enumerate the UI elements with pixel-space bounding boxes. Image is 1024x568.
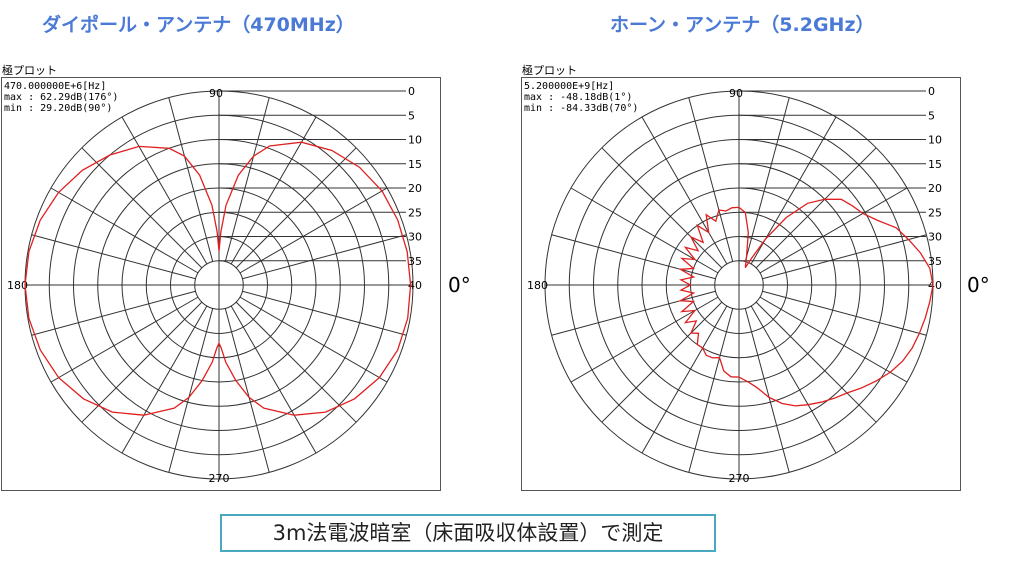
plot-info-box: 470.000000E+6[Hz] max : 62.29dB(176°) mi… xyxy=(4,81,118,114)
radial-tick-label: 35 xyxy=(408,255,422,268)
min-readout: min : -84.33dB(70°) xyxy=(524,103,639,114)
grid-spoke xyxy=(242,290,407,336)
grid-spoke xyxy=(235,301,357,423)
grid-spoke xyxy=(242,234,407,280)
polar-plot-label-left: 極プロット xyxy=(2,64,57,77)
measurement-caption: 3m法電波暗室（床面吸収体設置）で測定 xyxy=(220,514,716,552)
grid-spoke xyxy=(50,187,199,274)
grid-spoke xyxy=(168,97,214,262)
grid-spoke xyxy=(601,301,723,423)
angle-tick-label-270: 270 xyxy=(729,472,750,485)
radial-tick-label: 20 xyxy=(928,182,942,195)
grid-spoke xyxy=(755,147,877,269)
angle-tick-label-90: 90 xyxy=(729,87,743,100)
grid-spoke xyxy=(759,187,908,274)
grid-spoke xyxy=(31,234,196,280)
angle-tick-label-180: 180 xyxy=(7,279,28,292)
polar-chart-horn: 0 5 10 15 20 25 30 35 40 90 180 270 xyxy=(527,85,942,485)
min-readout: min : 29.20dB(90°) xyxy=(4,103,113,114)
grid-spoke xyxy=(235,147,357,269)
angle-tick-label-90: 90 xyxy=(209,87,223,100)
angle-tick-label-270: 270 xyxy=(209,472,230,485)
grid-spoke xyxy=(762,234,927,280)
plot-info-box: 5.200000E+9[Hz] max : -48.18dB(1°) min :… xyxy=(524,81,638,114)
grid-spoke xyxy=(641,305,728,454)
grid-spoke xyxy=(31,290,196,336)
frequency-readout: 470.000000E+6[Hz] xyxy=(4,81,107,92)
radial-tick-label: 0 xyxy=(408,85,415,98)
grid-spoke xyxy=(50,296,199,383)
grid-spoke xyxy=(551,290,716,336)
radial-tick-label: 5 xyxy=(928,109,935,122)
max-readout: max : -48.18dB(1°) xyxy=(524,92,633,103)
grid-spoke xyxy=(81,301,203,423)
radial-tick-label: 10 xyxy=(408,134,422,147)
polar-plot-panel-dipole: 470.000000E+6[Hz] max : 62.29dB(176°) mi… xyxy=(1,77,441,491)
zero-degree-label-left: 0° xyxy=(448,273,471,297)
grid-spoke xyxy=(688,97,734,262)
grid-spoke xyxy=(601,147,723,269)
grid-spoke xyxy=(224,308,270,473)
radial-tick-label: 40 xyxy=(928,279,942,292)
grid-spoke xyxy=(750,305,837,454)
radial-tick-label: 0 xyxy=(928,85,935,98)
grid-spoke xyxy=(239,187,388,274)
grid-spoke xyxy=(239,296,388,383)
grid-spoke xyxy=(230,116,317,265)
radial-tick-label: 35 xyxy=(928,255,942,268)
grid-spoke xyxy=(168,308,214,473)
radial-tick-label: 20 xyxy=(408,182,422,195)
radial-tick-label: 25 xyxy=(928,206,942,219)
grid-spoke xyxy=(762,290,927,336)
radial-tick-label: 10 xyxy=(928,134,942,147)
radiation-pattern-line-0 xyxy=(24,141,412,416)
grid-spoke xyxy=(121,116,208,265)
radial-tick-label: 25 xyxy=(408,206,422,219)
radiation-pattern-line-1 xyxy=(678,198,934,407)
chart-title-horn: ホーン・アンテナ（5.2GHz） xyxy=(610,14,875,36)
angle-tick-label-180: 180 xyxy=(527,279,548,292)
chart-title-dipole: ダイポール・アンテナ（470MHz） xyxy=(42,14,355,36)
grid-spoke xyxy=(688,308,734,473)
polar-plot-panel-horn: 5.200000E+9[Hz] max : -48.18dB(1°) min :… xyxy=(521,77,961,491)
zero-degree-label-right: 0° xyxy=(967,273,990,297)
polar-plot-label-right: 極プロット xyxy=(522,64,577,77)
grid-spoke xyxy=(121,305,208,454)
grid-spoke xyxy=(81,147,203,269)
grid-spoke xyxy=(641,116,728,265)
polar-chart-dipole: 0 5 10 15 20 25 30 35 40 90 180 270 xyxy=(7,85,422,485)
max-readout: max : 62.29dB(176°) xyxy=(4,92,119,103)
grid-spoke xyxy=(744,97,790,262)
grid-spoke xyxy=(551,234,716,280)
grid-spoke xyxy=(744,308,790,473)
grid-spoke xyxy=(755,301,877,423)
grid-spoke xyxy=(759,296,908,383)
radial-tick-label: 30 xyxy=(928,231,942,244)
grid-spoke xyxy=(224,97,270,262)
radial-tick-label: 15 xyxy=(408,158,422,171)
frequency-readout: 5.200000E+9[Hz] xyxy=(524,81,615,92)
grid-spoke xyxy=(230,305,317,454)
radial-tick-label: 5 xyxy=(408,109,415,122)
radial-tick-label: 30 xyxy=(408,231,422,244)
radial-tick-label: 40 xyxy=(408,279,422,292)
radial-tick-label: 15 xyxy=(928,158,942,171)
